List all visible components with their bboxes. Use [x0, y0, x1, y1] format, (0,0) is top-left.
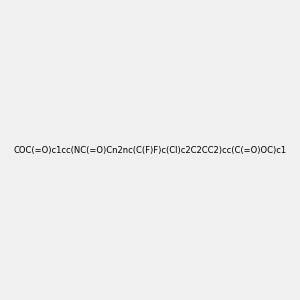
- Text: COC(=O)c1cc(NC(=O)Cn2nc(C(F)F)c(Cl)c2C2CC2)cc(C(=O)OC)c1: COC(=O)c1cc(NC(=O)Cn2nc(C(F)F)c(Cl)c2C2C…: [14, 146, 286, 154]
